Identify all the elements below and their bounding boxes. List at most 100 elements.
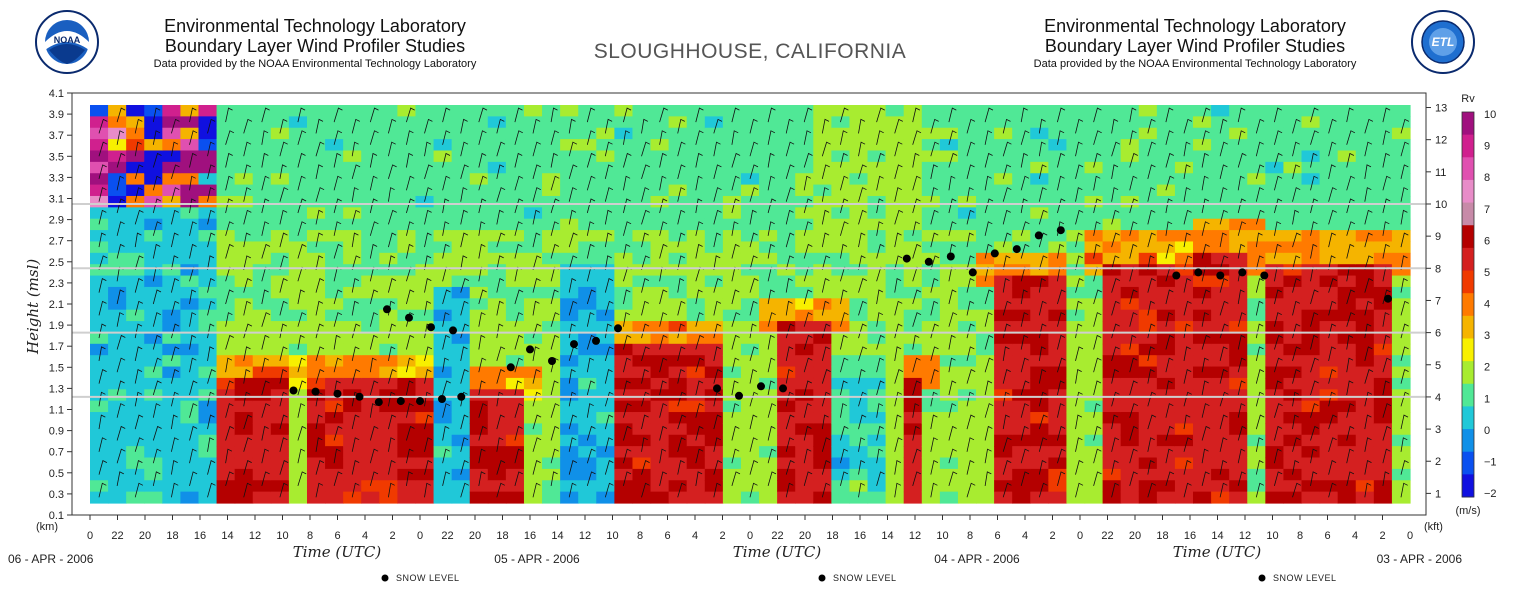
heatmap-cell	[1156, 366, 1176, 379]
heatmap-cell	[813, 298, 832, 311]
heatmap-cell	[469, 173, 489, 186]
wind-barb	[1255, 391, 1264, 407]
heatmap-cell	[704, 173, 724, 186]
wind-barb	[98, 391, 106, 407]
wind-barb	[803, 221, 813, 236]
snow-level-point	[1260, 271, 1269, 280]
wind-barb	[1382, 425, 1392, 441]
heatmap-cell	[795, 184, 814, 197]
heatmap-cell	[614, 491, 634, 504]
wind-barb	[876, 425, 884, 441]
heatmap-cell	[813, 218, 832, 231]
snow-level-point	[1012, 245, 1021, 254]
heatmap-cell	[1048, 355, 1068, 368]
wind-barb	[1020, 312, 1029, 327]
heatmap-cell	[1265, 286, 1285, 299]
heatmap-cell	[740, 161, 760, 174]
heatmap-cell	[759, 116, 778, 129]
heatmap-cell	[1265, 457, 1285, 470]
heatmap-cell	[976, 207, 995, 220]
heatmap-cell	[1211, 468, 1230, 481]
wind-barb	[713, 209, 722, 225]
heatmap-cell	[1120, 241, 1140, 254]
heatmap-cell	[994, 457, 1013, 470]
heatmap-cell	[270, 218, 290, 231]
snow-level-point	[526, 345, 534, 354]
wind-barb	[1255, 278, 1264, 293]
heatmap-cell	[90, 184, 109, 197]
heatmap-cell	[976, 184, 995, 197]
heatmap-cell	[108, 150, 127, 163]
heatmap-cell	[542, 343, 561, 356]
heatmap-cell	[126, 184, 145, 197]
x-tick-label: 16	[194, 530, 206, 542]
heatmap-cell	[1391, 343, 1411, 356]
wind-barb	[1038, 482, 1048, 498]
heatmap-cell	[252, 127, 272, 140]
heatmap-cell	[686, 161, 706, 174]
heatmap-cell	[433, 298, 453, 311]
colorbar-tick-label: 10	[1484, 109, 1496, 121]
wind-barb	[785, 414, 795, 430]
wind-barb	[1219, 460, 1228, 475]
wind-barb	[261, 448, 270, 464]
wind-barb	[1111, 391, 1120, 407]
y-tick-label: 1.9	[49, 320, 64, 332]
snow-level-point	[902, 254, 911, 263]
heatmap-cell	[361, 241, 380, 254]
heatmap-cell	[1066, 241, 1086, 254]
wind-barb	[1002, 414, 1010, 430]
wind-barb	[1165, 312, 1174, 327]
heatmap-cell	[1337, 412, 1357, 424]
heatmap-cell	[1337, 298, 1357, 311]
heatmap-cell	[1373, 139, 1393, 152]
heatmap-cell	[252, 423, 272, 436]
heatmap-cell	[1012, 434, 1031, 447]
wind-barb	[261, 152, 269, 168]
heatmap-cell	[523, 446, 543, 459]
heatmap-cell	[1102, 366, 1122, 379]
heatmap-cell	[1337, 241, 1357, 254]
wind-barb	[406, 130, 414, 145]
heatmap-cell	[288, 377, 308, 390]
heatmap-cell	[523, 127, 543, 140]
wind-barb	[912, 243, 922, 259]
heatmap-cell	[560, 218, 579, 231]
heatmap-cell	[325, 332, 344, 345]
wind-barb	[641, 255, 650, 271]
colorbar-segment	[1462, 112, 1474, 136]
wind-barb	[1183, 232, 1191, 248]
wind-barb	[1346, 175, 1355, 191]
heatmap-cell	[1030, 173, 1049, 186]
colorbar-title: Rv	[1461, 93, 1475, 105]
wind-barb	[243, 164, 251, 179]
wind-barb	[1292, 460, 1300, 475]
heatmap-cell	[650, 480, 670, 493]
heatmap-cell	[1048, 434, 1068, 447]
heatmap-cell	[885, 286, 905, 299]
wind-barb	[966, 118, 976, 134]
heatmap-cell	[1048, 241, 1068, 254]
heatmap-cell	[325, 218, 344, 231]
heatmap-cell	[1138, 343, 1158, 356]
wind-barb	[1002, 482, 1012, 498]
heatmap-cell	[1355, 139, 1375, 152]
wind-barb	[568, 391, 577, 407]
wind-barb	[858, 414, 867, 430]
heatmap-cell	[397, 457, 417, 470]
heatmap-cell	[1229, 434, 1248, 447]
wind-barb	[894, 118, 903, 134]
heatmap-cell	[108, 207, 127, 220]
wind-barb	[369, 130, 379, 145]
heatmap-cell	[505, 309, 525, 322]
heatmap-cell	[939, 332, 959, 345]
heatmap-cell	[505, 298, 525, 311]
heatmap-cell	[162, 252, 182, 265]
heatmap-cell	[252, 105, 272, 117]
heatmap-cell	[759, 195, 778, 208]
heatmap-cell	[90, 264, 109, 277]
heatmap-cell	[252, 150, 272, 163]
wind-barb	[550, 312, 560, 327]
heatmap-cell	[831, 446, 851, 459]
wind-barb	[966, 369, 976, 384]
